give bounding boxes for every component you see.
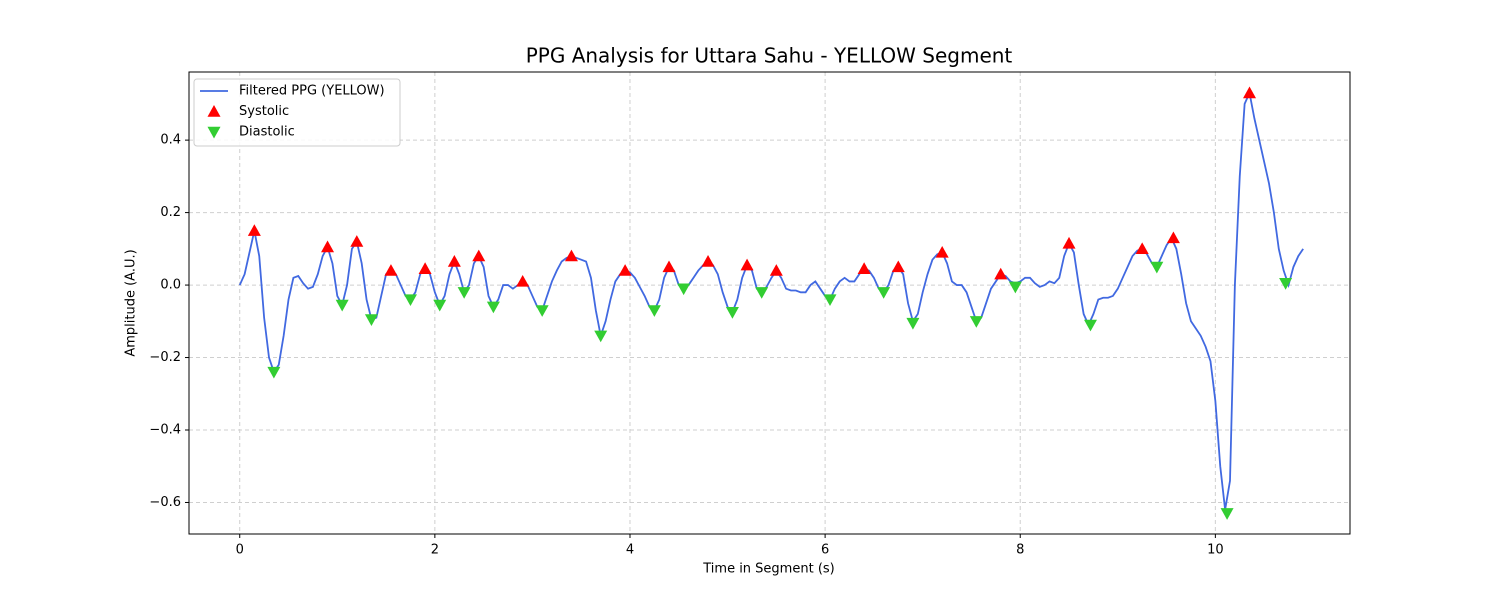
y-tick-label: −0.4 — [149, 423, 181, 438]
peak-marker — [823, 294, 837, 307]
y-tick-label: 0.0 — [160, 278, 181, 293]
peak-marker — [755, 287, 769, 299]
peak-marker — [516, 274, 530, 287]
peak-marker — [725, 307, 739, 319]
x-tick-label: 8 — [1016, 543, 1024, 558]
peak-marker — [857, 262, 871, 274]
peak-marker — [769, 264, 783, 276]
peak-marker — [350, 235, 364, 247]
peak-marker — [1166, 231, 1180, 244]
peak-marker — [321, 240, 335, 253]
peak-marker — [662, 260, 676, 273]
legend-swatch — [207, 105, 221, 117]
peak-marker — [433, 299, 447, 312]
peak-marker — [403, 294, 417, 307]
y-tick-label: 0.2 — [160, 205, 181, 220]
peak-marker — [877, 287, 891, 299]
y-axis-label: Amplitude (A.U.) — [124, 249, 139, 356]
legend-swatch — [207, 126, 221, 139]
peak-marker — [384, 264, 398, 276]
peak-marker — [335, 299, 349, 312]
peak-marker — [486, 301, 500, 314]
peak-marker — [1008, 281, 1022, 294]
peak-marker — [969, 316, 983, 328]
legend-label: Diastolic — [239, 125, 295, 140]
peak-marker — [935, 245, 949, 258]
x-tick-label: 10 — [1207, 543, 1224, 558]
legend-label: Systolic — [239, 104, 289, 119]
x-axis-label: Time in Segment (s) — [702, 562, 834, 577]
peak-marker — [740, 258, 754, 271]
x-tick-label: 6 — [821, 543, 829, 558]
peak-marker — [535, 305, 549, 317]
peak-marker — [906, 317, 920, 330]
ppg-line — [238, 90, 1304, 510]
peak-marker — [472, 249, 486, 262]
peak-marker — [1062, 236, 1076, 249]
peak-marker — [701, 255, 715, 267]
y-tick-label: −0.2 — [149, 350, 181, 365]
peak-marker — [618, 264, 632, 276]
peak-marker — [994, 267, 1008, 280]
peak-marker — [594, 330, 608, 343]
peak-marker — [418, 262, 432, 274]
peak-marker — [267, 366, 281, 379]
peak-marker — [1083, 319, 1097, 332]
x-tick-label: 4 — [626, 543, 634, 558]
peak-marker — [564, 249, 578, 262]
peak-marker — [457, 287, 471, 299]
y-tick-label: 0.4 — [160, 133, 181, 148]
chart-title: PPG Analysis for Uttara Sahu - YELLOW Se… — [526, 44, 1013, 68]
peak-marker — [447, 255, 461, 267]
plot-frame — [188, 71, 1351, 535]
peak-marker — [1135, 242, 1149, 255]
x-tick-label: 0 — [236, 543, 244, 558]
x-tick-label: 2 — [431, 543, 439, 558]
peak-marker — [891, 260, 905, 273]
peak-marker — [647, 305, 661, 317]
peak-marker — [364, 314, 378, 326]
peak-marker — [247, 224, 261, 236]
peak-marker — [1150, 261, 1164, 274]
y-tick-label: −0.6 — [149, 495, 181, 510]
legend-box — [193, 78, 401, 147]
peak-marker — [1220, 508, 1234, 520]
peak-marker — [1279, 278, 1293, 290]
peak-marker — [677, 283, 691, 296]
peak-marker — [1243, 86, 1257, 99]
legend-label: Filtered PPG (YELLOW) — [239, 84, 385, 99]
